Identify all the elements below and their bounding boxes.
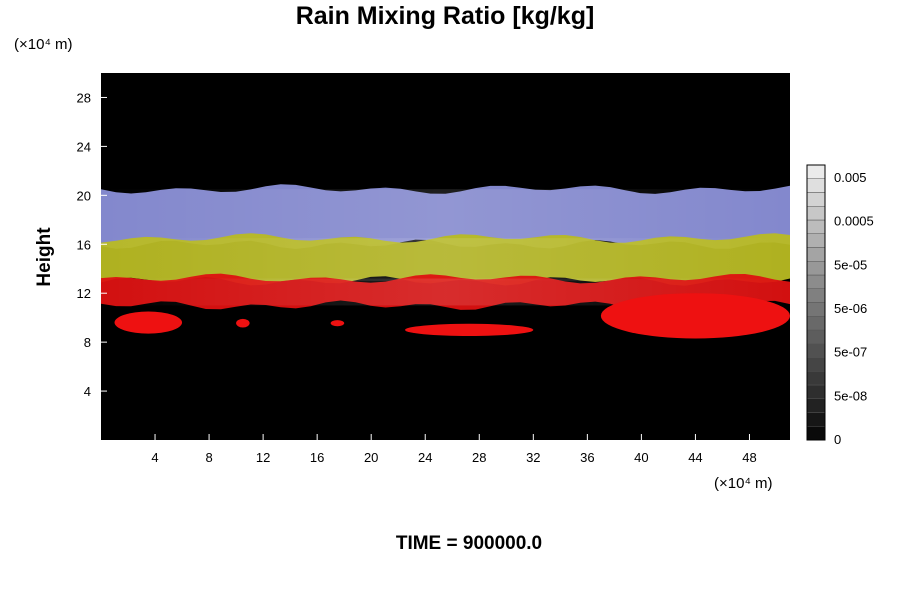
data-patch	[330, 320, 345, 327]
colorbar-swatch	[806, 343, 826, 358]
data-patch	[114, 311, 183, 334]
colorbar-swatch	[806, 206, 826, 221]
colorbar-frame	[806, 164, 826, 441]
x-tick-label: 44	[688, 450, 702, 465]
y-axis: 4 8 12 16 20 24 28	[77, 90, 107, 399]
x-axis-unit: (×10⁴ m)	[714, 475, 773, 492]
y-tick-label: 16	[77, 237, 91, 252]
colorbar-swatch	[806, 274, 826, 289]
x-tick-label: 4	[151, 450, 158, 465]
x-tick-label: 8	[205, 450, 212, 465]
colorbar-swatch	[806, 164, 826, 179]
colorbar-swatch	[806, 371, 826, 386]
data-patch	[236, 318, 250, 328]
colorbar-swatch	[806, 247, 826, 262]
colorbar-label: 0.005	[834, 170, 867, 185]
colorbar-swatch	[806, 178, 826, 193]
colorbar-swatch	[806, 384, 826, 399]
band-highlight-upper	[101, 189, 790, 245]
colorbar-label: 0	[834, 432, 841, 447]
y-tick-label: 8	[84, 335, 91, 350]
data-bands	[101, 184, 790, 310]
colorbar-swatch	[806, 426, 826, 441]
x-tick-label: 48	[742, 450, 756, 465]
x-tick-label: 20	[364, 450, 378, 465]
colorbar-label: 5e-06	[834, 301, 867, 316]
x-tick-label: 40	[634, 450, 648, 465]
colorbar-swatch	[806, 412, 826, 427]
colorbar-swatch	[806, 192, 826, 207]
data-patch	[600, 293, 791, 339]
colorbar-swatch	[806, 329, 826, 344]
data-patch	[404, 323, 534, 337]
colorbar: 0 5e-08 5e-07 5e-06 5e-05 0.0005 0.005	[806, 164, 874, 447]
x-axis: 4 8 12 16 20 24 28 32 36 40 44 48	[151, 434, 757, 465]
colorbar-swatch	[806, 261, 826, 276]
colorbar-swatch	[806, 357, 826, 372]
colorbar-swatch	[806, 233, 826, 248]
data-patches	[114, 293, 791, 339]
colorbar-label: 5e-05	[834, 257, 867, 272]
colorbar-swatch	[806, 316, 826, 331]
y-tick-label: 20	[77, 188, 91, 203]
time-label: TIME = 900000.0	[396, 533, 542, 554]
x-tick-label: 24	[418, 450, 432, 465]
x-tick-label: 12	[256, 450, 270, 465]
colorbar-label: 5e-07	[834, 345, 867, 360]
x-tick-label: 32	[526, 450, 540, 465]
colorbar-swatch	[806, 219, 826, 234]
colorbar-swatch	[806, 288, 826, 303]
colorbar-swatch	[806, 302, 826, 317]
y-tick-label: 12	[77, 286, 91, 301]
y-tick-label: 4	[84, 384, 91, 399]
y-axis-title: Height	[34, 227, 55, 287]
x-tick-label: 28	[472, 450, 486, 465]
x-tick-label: 36	[580, 450, 594, 465]
y-tick-label: 28	[77, 90, 91, 105]
colorbar-swatch	[806, 398, 826, 413]
y-tick-label: 24	[77, 139, 91, 154]
x-tick-label: 16	[310, 450, 324, 465]
chart-title: Rain Mixing Ratio [kg/kg]	[296, 2, 595, 30]
colorbar-label: 0.0005	[834, 214, 874, 229]
colorbar-label: 5e-08	[834, 388, 867, 403]
y-axis-unit: (×10⁴ m)	[14, 36, 73, 53]
